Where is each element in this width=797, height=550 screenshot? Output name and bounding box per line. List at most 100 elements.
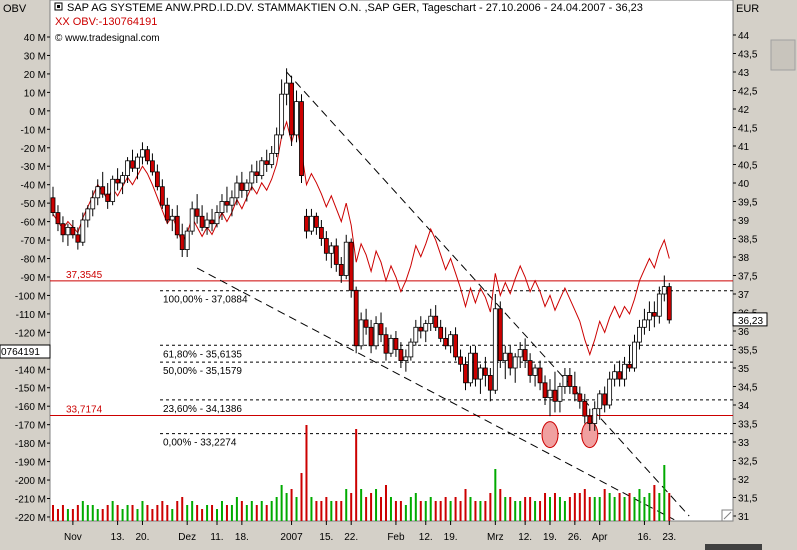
obv-tick-label: -40 M [20,181,46,192]
volume-bar [71,509,74,521]
volume-bar [404,505,407,521]
candle-body [492,308,498,391]
obv-tick-label: -60 M [20,218,46,229]
candle-body [174,215,180,236]
obv-tick-label: 0 M [29,107,46,118]
date-tick-label: 19. [444,532,458,543]
date-tick-label: Apr [592,532,608,543]
candle-body [333,245,339,265]
candle-body [239,182,245,191]
volume-bar [449,501,452,521]
candle-body [184,230,190,251]
volume-bar [389,497,392,521]
candle-body [547,389,553,399]
price-tick-label: 34,5 [738,383,758,394]
obv-tick-label: -200 M [15,476,46,487]
obv-tick-label: 30 M [24,51,46,62]
volume-bar [285,493,288,521]
volume-bar [290,489,293,521]
right-scrollbar[interactable] [769,0,797,550]
obv-tick-label: -160 M [15,402,46,413]
volume-bar [56,509,59,521]
price-candles [50,68,672,431]
candle-body [512,356,518,369]
candle-body [592,408,598,424]
volume-bar [558,497,561,521]
volume-bar [325,497,328,521]
candle-body [532,367,538,376]
volume-bar [568,497,571,521]
candle-body [597,393,603,410]
candle-body [328,245,334,254]
obv-tick-label: -170 M [15,421,46,432]
date-tick-label: 2007 [280,532,303,543]
candle-body [70,226,76,236]
volume-bar [166,505,169,521]
volume-bar [444,497,447,521]
last-price-tag: 36,23 [732,312,768,327]
obv-tick-label: -120 M [15,328,46,339]
candle-body [393,337,399,350]
scrollbar-thumb[interactable] [770,39,796,71]
candle-body [517,349,523,358]
candle-body [473,352,478,380]
candle-body [135,156,140,169]
obv-tick-label: -80 M [20,255,46,266]
candle-body [249,171,255,184]
candle-body [537,367,543,384]
candle-body [224,201,230,206]
left-value-tag: 0764191 [0,344,51,359]
candle-body [254,171,260,176]
volume-bar [350,493,353,521]
candle-body [542,382,548,398]
candle-body [95,186,101,199]
date-tick-label: 18. [235,532,249,543]
fib-label: 23,60% - 34,1386 [163,404,242,415]
candle-body [408,341,414,358]
candle-body [388,337,394,354]
candle-body [358,319,364,347]
candle-body [413,326,419,343]
volume-bar [439,501,442,521]
volume-bar [230,505,233,521]
candle-body [169,215,175,221]
candle-body [363,319,369,328]
candle-body [433,315,439,328]
volume-bar [305,425,308,521]
volume-bar [81,501,84,521]
volume-bar [330,501,333,521]
candle-body [209,219,215,225]
price-tick-label: 38 [738,253,750,264]
candle-body [179,234,185,251]
price-tick-label: 31,5 [738,494,758,505]
candle-body [647,312,652,321]
volume-bar [315,501,318,521]
candle-body [656,293,662,317]
level-label: 33,7174 [66,404,103,415]
candle-body [159,186,165,206]
level-label: 37,3545 [66,270,103,281]
candle-body [338,263,344,276]
volume-bar [553,493,556,521]
obv-tick-label: 10 M [24,88,46,99]
candle-body [482,367,488,376]
candle-body [378,323,384,336]
volume-bar [603,489,606,521]
price-tick-label: 39,5 [738,198,758,209]
obv-tick-label: -50 M [20,199,46,210]
price-tick-label: 41,5 [738,124,758,135]
candle-body [443,337,449,347]
candle-body [214,212,220,225]
date-tick-label: 20. [136,532,150,543]
candle-body [194,208,200,217]
volume-bar [593,497,596,521]
candle-body [552,389,558,402]
candle-body [622,363,627,380]
resize-grip-icon[interactable] [721,509,734,522]
candle-body [448,334,454,347]
date-tick-label: Dez [178,532,196,543]
volume-bar [643,497,646,521]
price-tick-label: 43 [738,68,750,79]
date-tick-label: Nov [64,532,82,543]
candle-body [269,152,275,165]
